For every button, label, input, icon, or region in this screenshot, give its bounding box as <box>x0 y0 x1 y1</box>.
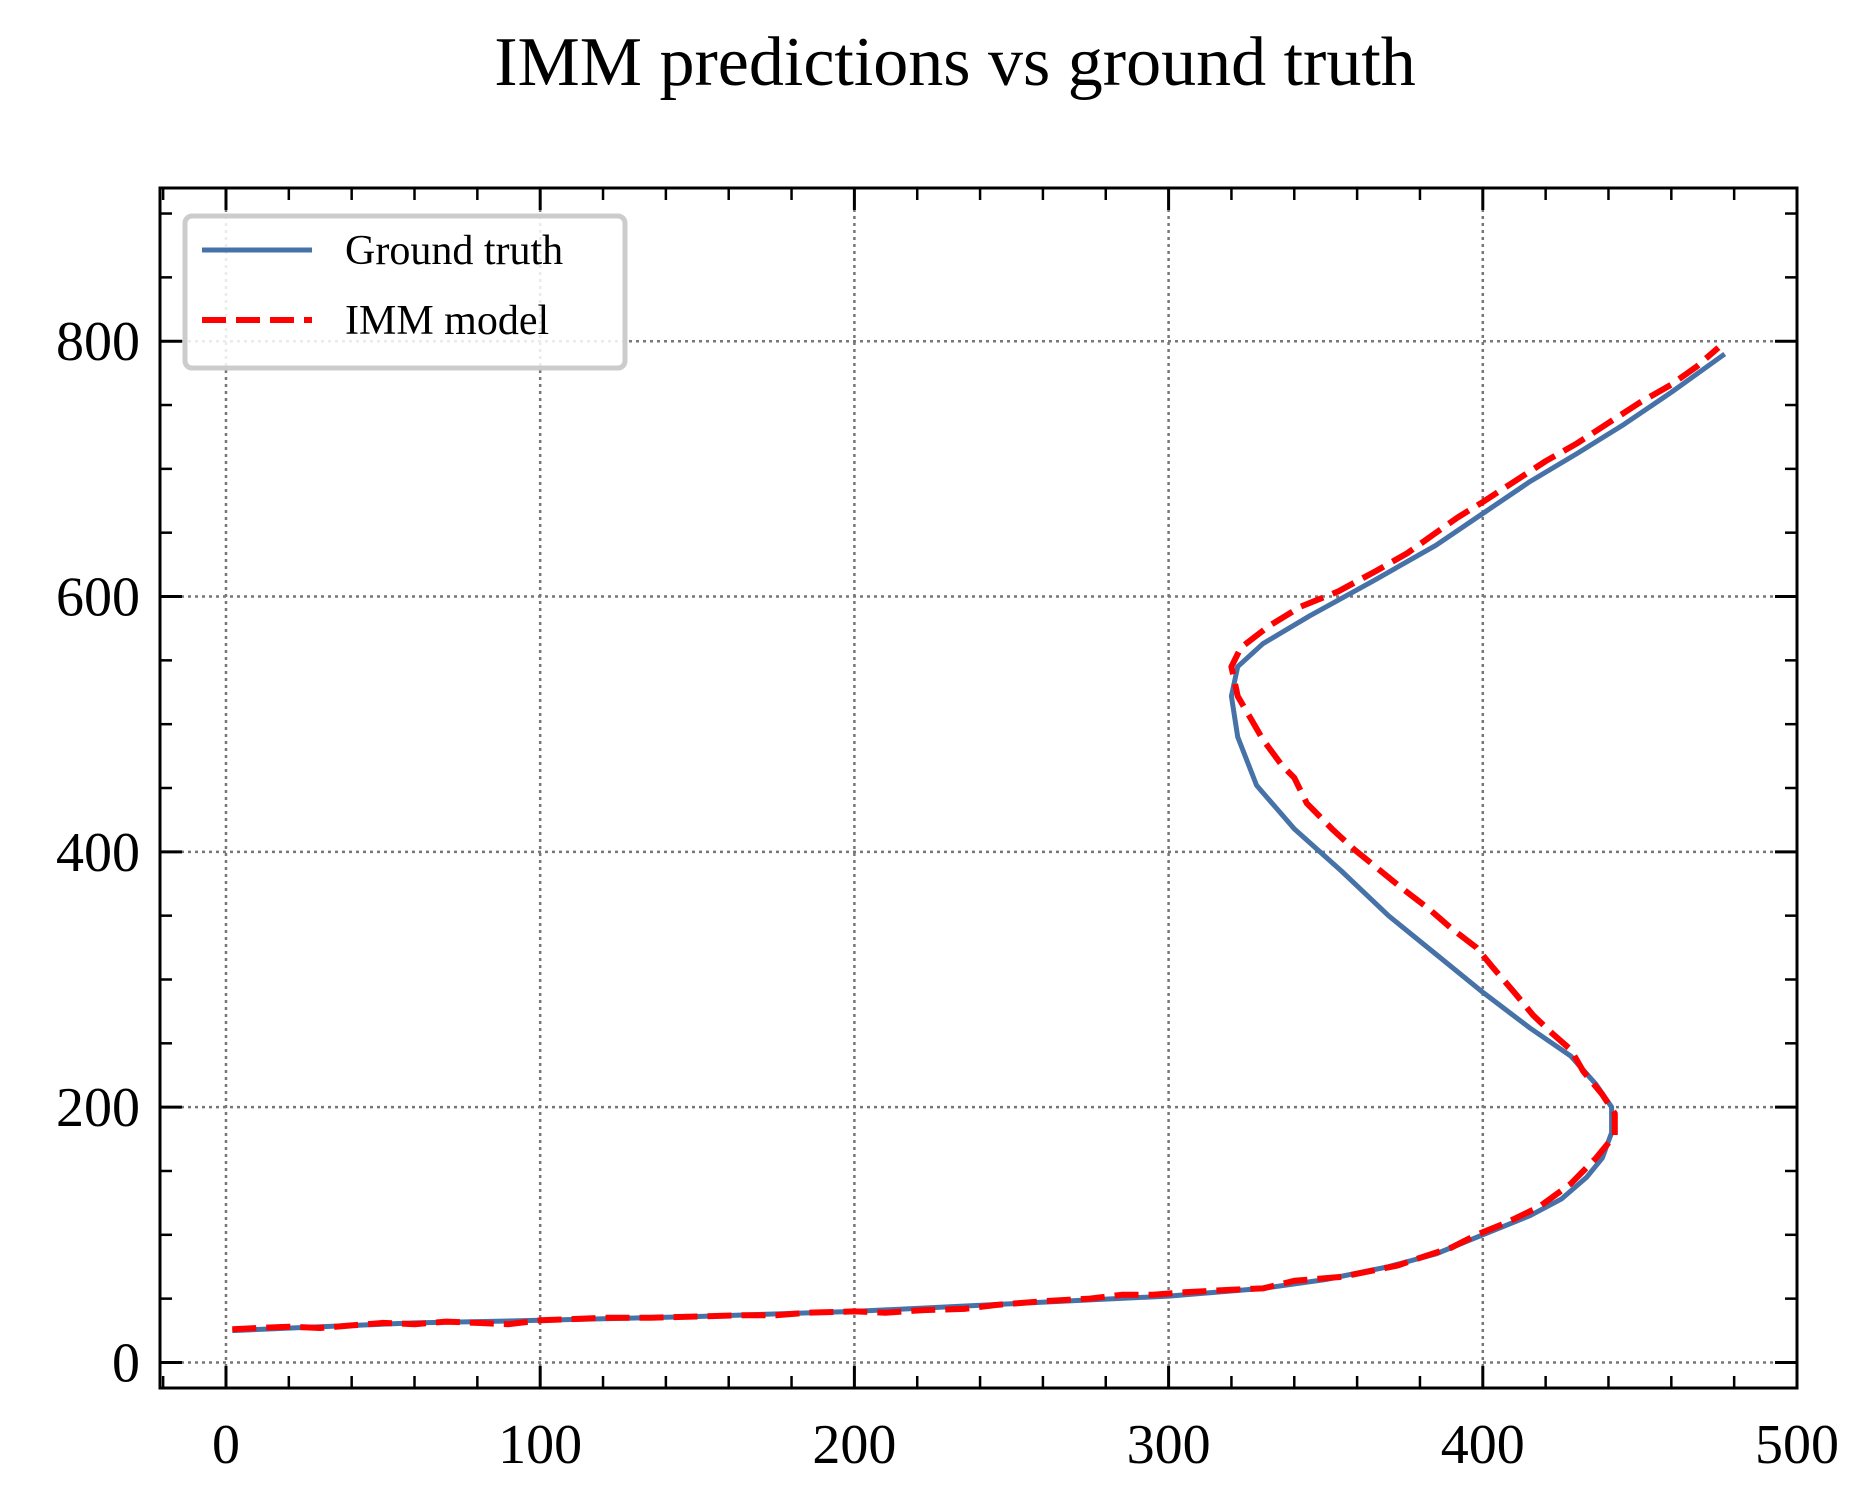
legend-frame <box>182 213 628 371</box>
series-group <box>232 345 1727 1334</box>
series-line-ground-truth <box>232 351 1727 1334</box>
x-tick-label: 400 <box>1441 1414 1525 1476</box>
y-tick-label: 800 <box>56 311 140 373</box>
legend: Ground truth IMM model <box>182 213 628 371</box>
series-line-imm-model <box>232 345 1721 1333</box>
x-tick-label: 300 <box>1127 1414 1211 1476</box>
y-tick-label: 600 <box>56 567 140 629</box>
y-tick-label: 200 <box>56 1077 140 1139</box>
x-tick-label: 500 <box>1755 1414 1839 1476</box>
y-tick-label: 400 <box>56 822 140 884</box>
x-tick-label: 200 <box>812 1414 896 1476</box>
y-tick-label: 0 <box>112 1332 140 1394</box>
x-tick-label: 100 <box>498 1414 582 1476</box>
x-tick-label: 0 <box>212 1414 240 1476</box>
legend-label-ground-truth: Ground truth <box>345 228 563 274</box>
chart-title: IMM predictions vs ground truth <box>494 24 1416 101</box>
legend-label-imm-model: IMM model <box>345 298 549 344</box>
axes: 0 100 200 300 400 500 0 200 400 600 800 <box>56 186 1839 1476</box>
